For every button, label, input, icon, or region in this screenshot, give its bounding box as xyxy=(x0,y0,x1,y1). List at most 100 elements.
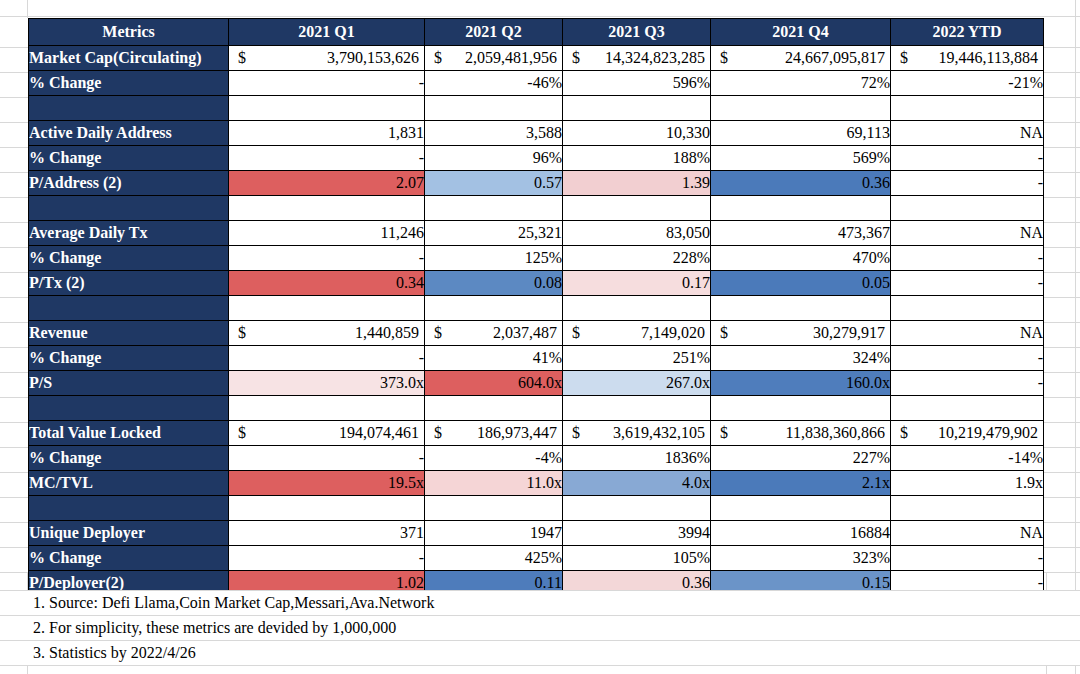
row-label-cell[interactable]: % Change xyxy=(29,446,229,471)
table-cell[interactable]: 596% xyxy=(563,71,711,96)
table-cell[interactable] xyxy=(891,496,1044,521)
table-cell[interactable]: NA xyxy=(891,521,1044,546)
table-cell[interactable]: $3,790,153,626 xyxy=(229,46,425,71)
table-cell[interactable]: $186,973,447 xyxy=(425,421,563,446)
table-cell[interactable]: $2,037,487 xyxy=(425,321,563,346)
table-cell[interactable]: 227% xyxy=(711,446,891,471)
table-cell[interactable]: 96% xyxy=(425,146,563,171)
table-cell[interactable] xyxy=(229,396,425,421)
table-cell[interactable]: 160.0x xyxy=(711,371,891,396)
table-cell[interactable]: 251% xyxy=(563,346,711,371)
table-cell[interactable] xyxy=(563,296,711,321)
column-header-3[interactable]: 2021 Q3 xyxy=(563,19,711,46)
row-label-cell[interactable]: Average Daily Tx xyxy=(29,221,229,246)
table-cell[interactable]: 125% xyxy=(425,246,563,271)
table-cell[interactable] xyxy=(229,196,425,221)
column-header-4[interactable]: 2021 Q4 xyxy=(711,19,891,46)
table-cell[interactable]: - xyxy=(229,146,425,171)
column-header-5[interactable]: 2022 YTD xyxy=(891,19,1044,46)
table-cell[interactable] xyxy=(711,296,891,321)
table-cell[interactable]: $10,219,479,902 xyxy=(891,421,1044,446)
column-header-1[interactable]: 2021 Q1 xyxy=(229,19,425,46)
note-source[interactable]: 1. Source: Defi Llama,Coin Market Cap,Me… xyxy=(0,590,1080,616)
table-cell[interactable] xyxy=(711,396,891,421)
table-cell[interactable]: $24,667,095,817 xyxy=(711,46,891,71)
row-label-cell[interactable]: P/S xyxy=(29,371,229,396)
table-cell[interactable]: 4.0x xyxy=(563,471,711,496)
table-cell[interactable] xyxy=(229,96,425,121)
table-cell[interactable]: 19.5x xyxy=(229,471,425,496)
row-label-cell[interactable]: % Change xyxy=(29,246,229,271)
table-cell[interactable]: - xyxy=(891,146,1044,171)
table-cell[interactable]: $30,279,917 xyxy=(711,321,891,346)
table-cell[interactable]: - xyxy=(891,546,1044,571)
table-cell[interactable]: - xyxy=(229,71,425,96)
table-cell[interactable]: - xyxy=(891,246,1044,271)
table-cell[interactable] xyxy=(229,496,425,521)
table-cell[interactable]: - xyxy=(229,546,425,571)
table-cell[interactable]: 41% xyxy=(425,346,563,371)
row-label-cell[interactable]: % Change xyxy=(29,346,229,371)
table-cell[interactable] xyxy=(563,496,711,521)
table-cell[interactable]: -4% xyxy=(425,446,563,471)
table-cell[interactable]: - xyxy=(891,271,1044,296)
table-cell[interactable]: 3994 xyxy=(563,521,711,546)
table-cell[interactable]: 11.0x xyxy=(425,471,563,496)
table-cell[interactable]: 470% xyxy=(711,246,891,271)
table-cell[interactable]: 425% xyxy=(425,546,563,571)
table-cell[interactable] xyxy=(891,96,1044,121)
table-cell[interactable]: 1.9x xyxy=(891,471,1044,496)
table-cell[interactable]: - xyxy=(229,346,425,371)
row-label-cell[interactable]: Revenue xyxy=(29,321,229,346)
row-label-cell-empty[interactable] xyxy=(29,196,229,221)
table-cell[interactable]: $7,149,020 xyxy=(563,321,711,346)
table-cell[interactable]: 83,050 xyxy=(563,221,711,246)
table-cell[interactable]: - xyxy=(229,446,425,471)
table-cell[interactable] xyxy=(229,296,425,321)
table-cell[interactable]: 3,588 xyxy=(425,121,563,146)
table-cell[interactable]: 0.05 xyxy=(711,271,891,296)
table-cell[interactable]: -14% xyxy=(891,446,1044,471)
table-cell[interactable] xyxy=(425,96,563,121)
table-cell[interactable]: 267.0x xyxy=(563,371,711,396)
table-cell[interactable] xyxy=(891,196,1044,221)
note-statistics-date[interactable]: 3. Statistics by 2022/4/26 xyxy=(0,641,1080,666)
table-cell[interactable]: $11,838,360,866 xyxy=(711,421,891,446)
table-cell[interactable]: 188% xyxy=(563,146,711,171)
table-cell[interactable]: 473,367 xyxy=(711,221,891,246)
row-label-cell[interactable]: % Change xyxy=(29,71,229,96)
table-cell[interactable]: 0.17 xyxy=(563,271,711,296)
row-label-cell-empty[interactable] xyxy=(29,396,229,421)
row-label-cell[interactable]: P/Tx (2) xyxy=(29,271,229,296)
table-cell[interactable]: - xyxy=(891,371,1044,396)
row-label-cell[interactable]: % Change xyxy=(29,146,229,171)
row-label-cell[interactable]: MC/TVL xyxy=(29,471,229,496)
column-header-2[interactable]: 2021 Q2 xyxy=(425,19,563,46)
table-cell[interactable]: NA xyxy=(891,121,1044,146)
table-cell[interactable]: 105% xyxy=(563,546,711,571)
table-cell[interactable]: - xyxy=(891,171,1044,196)
table-cell[interactable] xyxy=(425,296,563,321)
table-cell[interactable]: 1836% xyxy=(563,446,711,471)
table-cell[interactable] xyxy=(891,396,1044,421)
table-cell[interactable]: 323% xyxy=(711,546,891,571)
table-cell[interactable] xyxy=(891,296,1044,321)
table-cell[interactable]: 371 xyxy=(229,521,425,546)
row-label-cell[interactable]: % Change xyxy=(29,546,229,571)
table-cell[interactable]: 0.57 xyxy=(425,171,563,196)
table-cell[interactable]: 72% xyxy=(711,71,891,96)
table-cell[interactable]: 228% xyxy=(563,246,711,271)
table-cell[interactable]: 0.08 xyxy=(425,271,563,296)
row-label-cell-empty[interactable] xyxy=(29,296,229,321)
row-label-cell-empty[interactable] xyxy=(29,496,229,521)
row-label-cell-empty[interactable] xyxy=(29,96,229,121)
table-cell[interactable]: NA xyxy=(891,321,1044,346)
table-cell[interactable]: 0.36 xyxy=(711,171,891,196)
table-cell[interactable] xyxy=(563,396,711,421)
table-cell[interactable] xyxy=(711,196,891,221)
table-cell[interactable]: - xyxy=(229,246,425,271)
table-cell[interactable]: 324% xyxy=(711,346,891,371)
table-cell[interactable]: 25,321 xyxy=(425,221,563,246)
table-cell[interactable] xyxy=(425,196,563,221)
table-cell[interactable]: 604.0x xyxy=(425,371,563,396)
